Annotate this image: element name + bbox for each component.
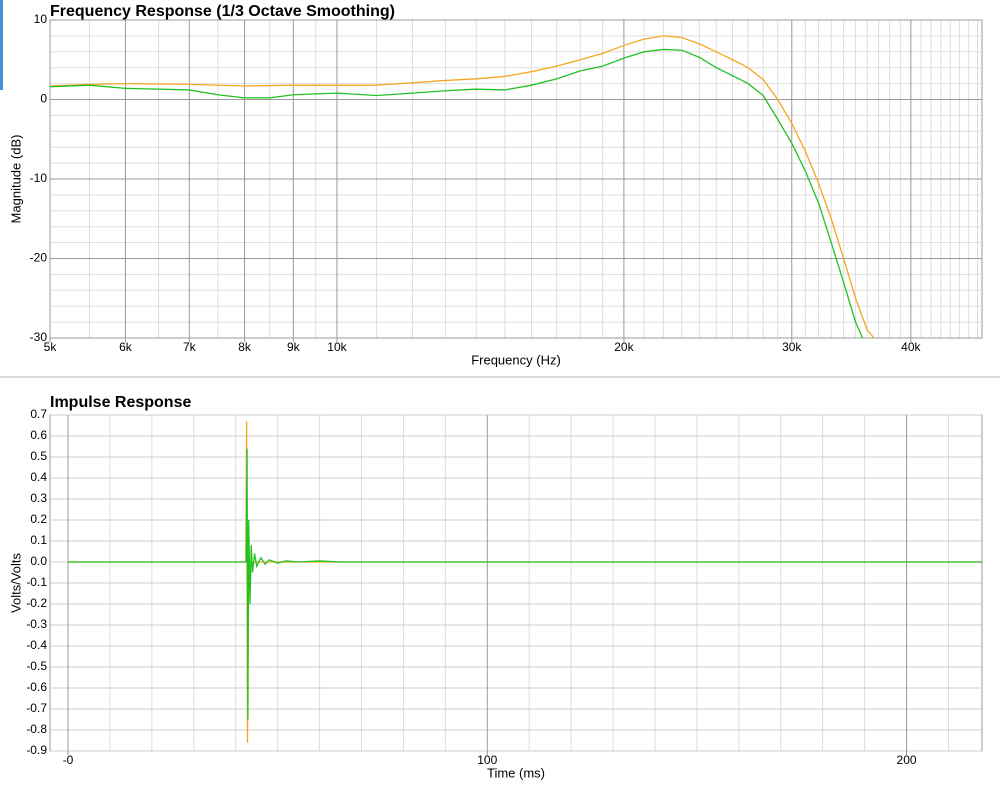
x-tick-label: 10k <box>327 340 347 354</box>
y-tick-label: 0.0 <box>30 554 47 568</box>
x-tick-label: 30k <box>782 340 802 354</box>
y-tick-label: 0.1 <box>30 533 47 547</box>
y-tick-label: -20 <box>30 251 48 265</box>
y-tick-label: -0.8 <box>26 722 47 736</box>
x-tick-label: 9k <box>287 340 301 354</box>
y-tick-label: 0 <box>40 92 47 106</box>
x-tick-label: 6k <box>119 340 133 354</box>
x-tick-label: 7k <box>183 340 197 354</box>
x-tick-label: 20k <box>614 340 634 354</box>
x-axis-label: Time (ms) <box>487 765 545 780</box>
x-axis-label: Frequency (Hz) <box>471 352 561 367</box>
y-tick-label: -0.4 <box>26 638 47 652</box>
y-tick-label: 0.5 <box>30 449 47 463</box>
chart-title: Frequency Response (1/3 Octave Smoothing… <box>50 3 395 20</box>
x-tick-label: 8k <box>238 340 252 354</box>
x-tick-label: -0 <box>63 753 74 767</box>
series-line <box>49 48 864 339</box>
y-tick-label: 0.4 <box>30 470 47 484</box>
x-tick-label: 100 <box>477 753 497 767</box>
chart-title: Impulse Response <box>50 394 191 411</box>
y-tick-label: 0.2 <box>30 512 47 526</box>
y-axis-label: Magnitude (dB) <box>8 135 23 224</box>
y-tick-label: -0.2 <box>26 596 47 610</box>
y-tick-label: 0.6 <box>30 428 47 442</box>
y-tick-label: -30 <box>30 330 48 344</box>
x-tick-label: 5k <box>44 340 58 354</box>
y-tick-label: 0.7 <box>30 407 47 421</box>
y-tick-label: -0.3 <box>26 617 47 631</box>
window-edge <box>0 0 3 90</box>
y-axis-label: Volts/Volts <box>8 553 23 613</box>
y-tick-label: -0.5 <box>26 659 47 673</box>
y-tick-label: -0.1 <box>26 575 47 589</box>
y-tick-label: -0.7 <box>26 701 47 715</box>
y-tick-label: 10 <box>34 12 48 26</box>
series-line <box>68 448 982 720</box>
x-tick-label: 200 <box>897 753 917 767</box>
x-tick-label: 40k <box>901 340 921 354</box>
y-tick-label: -0.9 <box>26 743 47 757</box>
y-tick-label: -0.6 <box>26 680 47 694</box>
y-tick-label: 0.3 <box>30 491 47 505</box>
series-line <box>49 35 875 339</box>
y-tick-label: -10 <box>30 171 48 185</box>
